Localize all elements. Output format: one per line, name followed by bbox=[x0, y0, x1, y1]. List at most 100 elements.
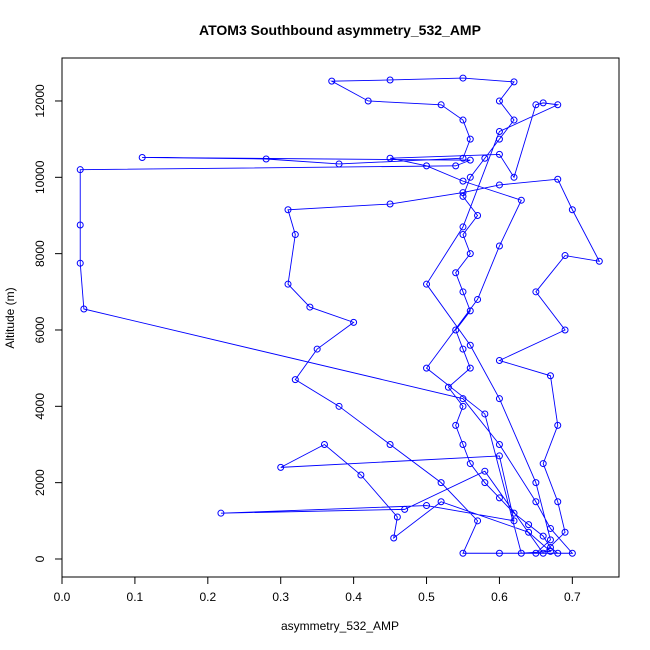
data-point bbox=[452, 326, 460, 334]
y-tick-label: 8000 bbox=[33, 240, 47, 267]
data-point bbox=[459, 231, 467, 239]
data-point bbox=[532, 101, 540, 109]
data-point bbox=[459, 177, 467, 185]
data-point bbox=[525, 528, 533, 536]
data-point bbox=[423, 502, 431, 510]
data-point bbox=[532, 479, 540, 487]
data-point bbox=[459, 345, 467, 353]
data-point bbox=[481, 479, 489, 487]
data-point bbox=[481, 410, 489, 418]
data-point bbox=[532, 288, 540, 296]
data-point bbox=[532, 549, 540, 557]
data-point bbox=[474, 517, 482, 525]
data-point bbox=[138, 153, 146, 161]
data-point bbox=[452, 162, 460, 170]
data-point bbox=[568, 206, 576, 214]
y-tick-label: 2000 bbox=[33, 469, 47, 496]
data-point bbox=[262, 155, 270, 163]
data-point bbox=[546, 547, 554, 555]
data-point bbox=[474, 295, 482, 303]
data-point bbox=[554, 175, 562, 183]
data-point bbox=[546, 544, 554, 552]
y-axis-label: Altitude (m) bbox=[3, 287, 17, 348]
data-point bbox=[291, 231, 299, 239]
data-point bbox=[459, 189, 467, 197]
data-point bbox=[466, 307, 474, 315]
data-point bbox=[554, 421, 562, 429]
data-point bbox=[350, 318, 358, 326]
data-point bbox=[495, 494, 503, 502]
data-point bbox=[510, 517, 518, 525]
data-point bbox=[466, 173, 474, 181]
data-point bbox=[495, 395, 503, 403]
data-point bbox=[459, 440, 467, 448]
y-tick-label: 4000 bbox=[33, 393, 47, 420]
data-point bbox=[437, 479, 445, 487]
data-point bbox=[495, 242, 503, 250]
y-tick-label: 6000 bbox=[33, 316, 47, 343]
data-point bbox=[459, 402, 467, 410]
data-point bbox=[561, 252, 569, 260]
data-point bbox=[335, 402, 343, 410]
data-point bbox=[437, 101, 445, 109]
data-point bbox=[561, 528, 569, 536]
data-point bbox=[76, 166, 84, 174]
data-point bbox=[539, 460, 547, 468]
data-point bbox=[495, 150, 503, 158]
data-point bbox=[539, 532, 547, 540]
data-point bbox=[525, 521, 533, 529]
data-point bbox=[284, 206, 292, 214]
data-point bbox=[335, 160, 343, 168]
data-point bbox=[546, 372, 554, 380]
data-point bbox=[495, 440, 503, 448]
data-point bbox=[386, 200, 394, 208]
data-point bbox=[306, 303, 314, 311]
data-point bbox=[481, 467, 489, 475]
data-point bbox=[328, 77, 336, 85]
data-point bbox=[510, 173, 518, 181]
data-point bbox=[474, 211, 482, 219]
data-point bbox=[277, 463, 285, 471]
data-point bbox=[554, 101, 562, 109]
data-point bbox=[495, 357, 503, 365]
data-point bbox=[80, 305, 88, 313]
data-point bbox=[546, 536, 554, 544]
data-point bbox=[466, 135, 474, 143]
data-point bbox=[466, 460, 474, 468]
data-point bbox=[459, 549, 467, 557]
data-point bbox=[76, 259, 84, 267]
data-point bbox=[313, 345, 321, 353]
x-axis-label: asymmetry_532_AMP bbox=[281, 619, 399, 633]
x-tick-label: 0.4 bbox=[345, 590, 362, 604]
x-tick-label: 0.3 bbox=[272, 590, 289, 604]
data-point bbox=[459, 116, 467, 124]
y-tick-label: 12000 bbox=[33, 84, 47, 118]
data-point bbox=[495, 549, 503, 557]
data-point bbox=[495, 181, 503, 189]
data-point bbox=[423, 162, 431, 170]
data-point bbox=[291, 376, 299, 384]
y-tick-label: 0 bbox=[33, 555, 47, 562]
data-point bbox=[423, 364, 431, 372]
x-tick-label: 0.6 bbox=[491, 590, 508, 604]
data-point bbox=[217, 509, 225, 517]
data-point bbox=[459, 154, 467, 162]
data-point bbox=[357, 471, 365, 479]
data-point bbox=[452, 421, 460, 429]
data-point bbox=[510, 509, 518, 517]
data-line bbox=[79, 77, 601, 554]
data-point bbox=[539, 99, 547, 107]
data-point bbox=[452, 269, 460, 277]
data-point bbox=[495, 97, 503, 105]
data-point bbox=[517, 196, 525, 204]
data-point bbox=[459, 192, 467, 200]
data-point bbox=[320, 440, 328, 448]
data-point bbox=[539, 549, 547, 557]
data-point bbox=[554, 498, 562, 506]
data-point bbox=[568, 549, 576, 557]
data-point bbox=[284, 280, 292, 288]
data-point bbox=[561, 326, 569, 334]
data-point bbox=[386, 440, 394, 448]
data-point bbox=[481, 154, 489, 162]
